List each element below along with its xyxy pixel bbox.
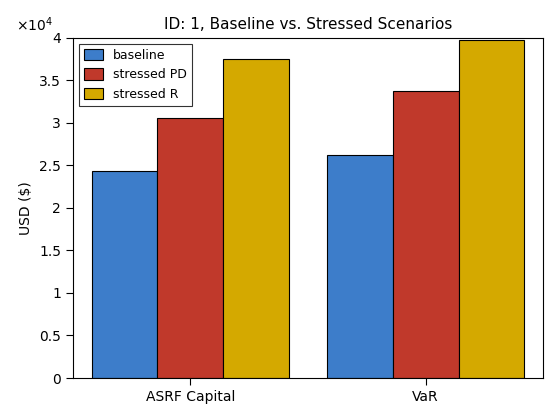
Bar [327, 155, 393, 378]
Bar [459, 40, 524, 378]
Y-axis label: USD ($): USD ($) [20, 181, 34, 235]
Title: ID: 1, Baseline vs. Stressed Scenarios: ID: 1, Baseline vs. Stressed Scenarios [164, 18, 452, 32]
Bar [157, 118, 223, 378]
Text: $\times10^4$: $\times10^4$ [16, 16, 53, 34]
Bar [92, 171, 157, 378]
Bar [393, 92, 459, 378]
Bar [223, 59, 289, 378]
Legend: baseline, stressed PD, stressed R: baseline, stressed PD, stressed R [79, 44, 192, 105]
